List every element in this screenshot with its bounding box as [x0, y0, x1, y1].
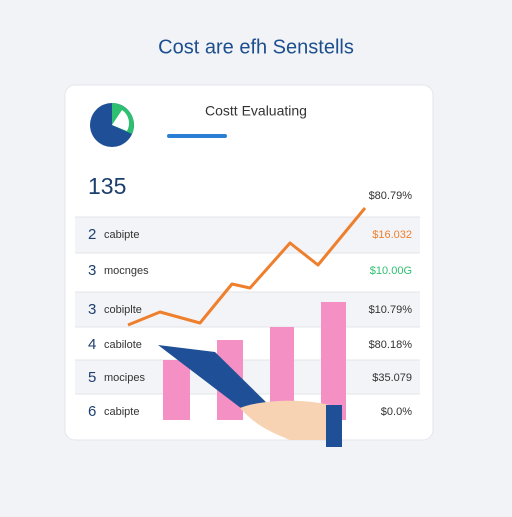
row-index: 4 [88, 336, 96, 353]
row-index: 6 [88, 403, 96, 420]
row-label: cabipte [104, 229, 139, 241]
row-band [75, 217, 420, 253]
row-value: $35.079 [372, 372, 412, 384]
card-header: Costt Evaluating [205, 103, 307, 119]
total-value: $80.79% [369, 190, 413, 202]
row-value: $10.79% [369, 304, 413, 316]
header-underline [167, 134, 227, 138]
trend-line [127, 207, 367, 327]
row-label: cobiplte [104, 304, 142, 316]
row-band [75, 327, 420, 363]
bars [163, 302, 346, 420]
row-band [75, 253, 420, 289]
row-label: mocipes [104, 372, 145, 384]
row-index: 2 [88, 226, 96, 243]
row-label: cabipte [104, 406, 139, 418]
row-index: 3 [88, 262, 96, 279]
total: 135 [88, 173, 126, 199]
row-index: 3 [88, 301, 96, 318]
row-value: $0.0% [381, 406, 412, 418]
row-value: $10.00G [370, 265, 412, 277]
row-label: cabilote [104, 339, 142, 351]
row-value: $80.18% [369, 339, 413, 351]
row-index: 5 [88, 369, 96, 386]
pie-icon [90, 103, 134, 147]
row-label: mocnges [104, 265, 149, 277]
hand-tablet [158, 345, 342, 447]
row-value: $16.032 [372, 229, 412, 241]
page-title: Cost are efh Senstells [158, 36, 354, 58]
